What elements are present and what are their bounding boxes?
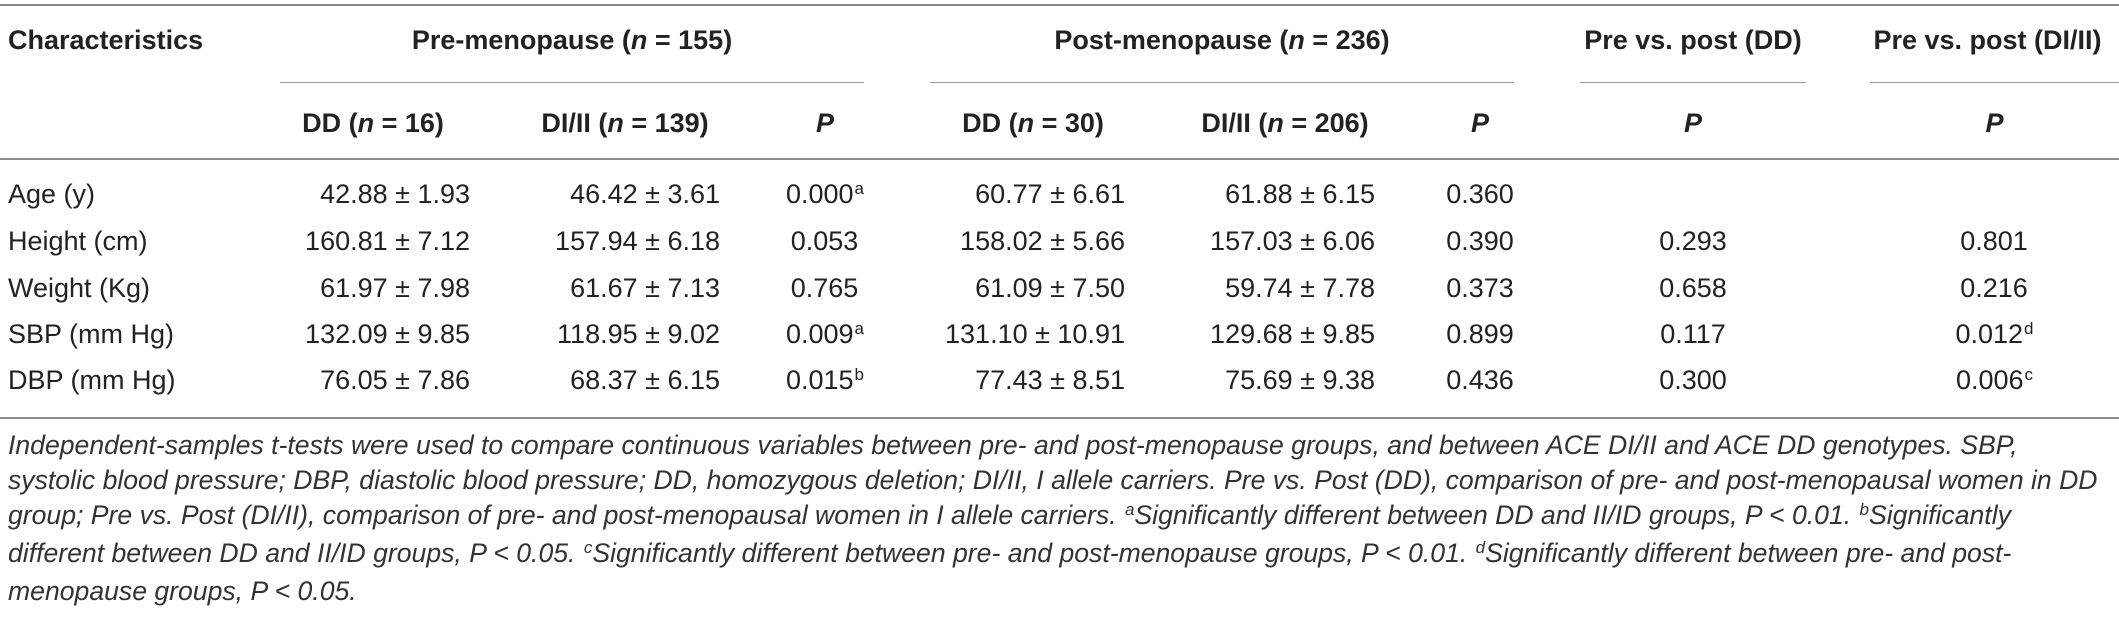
- post-group-underline: [930, 82, 1514, 83]
- header-pre-vs-post-di: Pre vs. post (DI/II): [1873, 25, 2102, 55]
- cell-p-di: [1870, 178, 2119, 214]
- cell-p-dd: 0.300: [1659, 365, 1727, 395]
- body-bottom-rule: [0, 417, 2119, 419]
- cell-pre-dd: 76.05 ± 7.86: [320, 365, 470, 395]
- subheader-pre-dd: DD (n = 16): [302, 108, 444, 138]
- cell-p-di: 0.801: [1960, 226, 2028, 256]
- significance-mark: a: [854, 319, 865, 338]
- subheader-p-pre: P: [815, 108, 834, 138]
- cell-post-dd: 61.09 ± 7.50: [975, 273, 1125, 303]
- row-label: Weight (Kg): [8, 273, 151, 303]
- cell-p-post: 0.373: [1446, 273, 1514, 303]
- cell-pre-dd: 61.97 ± 7.98: [320, 273, 470, 303]
- cell-pre-di: 157.94 ± 6.18: [555, 226, 720, 256]
- row-label: SBP (mm Hg): [8, 319, 175, 349]
- cell-p-di: 0.006c: [1955, 365, 2034, 395]
- cell-post-di: 61.88 ± 6.15: [1225, 179, 1375, 209]
- cell-p-pre: 0.053: [790, 226, 859, 256]
- cell-p-pre: 0.765: [790, 273, 859, 303]
- cell-p-dd: 0.117: [1660, 319, 1726, 349]
- header-bottom-rule: [0, 158, 2119, 160]
- header-pre-menopause: Pre-menopause (n = 155): [411, 25, 733, 55]
- cell-p-dd: 0.658: [1659, 273, 1727, 303]
- cell-post-di: 75.69 ± 9.38: [1225, 365, 1375, 395]
- cell-post-di: 59.74 ± 7.78: [1225, 273, 1375, 303]
- row-label: Age (y): [8, 179, 96, 209]
- cell-p-pre: 0.000a: [785, 179, 865, 209]
- top-rule: [0, 4, 2119, 6]
- significance-mark: b: [854, 365, 865, 384]
- cell-p-post: 0.360: [1446, 179, 1514, 209]
- cell-post-dd: 158.02 ± 5.66: [960, 226, 1125, 256]
- cell-pre-di: 118.95 ± 9.02: [557, 319, 720, 349]
- subheader-p-di: P: [1985, 108, 2004, 138]
- cell-post-di: 157.03 ± 6.06: [1210, 226, 1375, 256]
- row-label: Height (cm): [8, 226, 148, 256]
- cell-p-pre: 0.015b: [785, 365, 865, 395]
- significance-mark: a: [854, 179, 865, 198]
- subheader-p-dd: P: [1683, 108, 1702, 138]
- cell-pre-dd: 42.88 ± 1.93: [320, 179, 470, 209]
- cell-pre-di: 68.37 ± 6.15: [570, 365, 720, 395]
- subheader-post-dd: DD (n = 30): [962, 108, 1104, 138]
- cell-p-post: 0.390: [1446, 226, 1514, 256]
- cell-p-post: 0.899: [1446, 319, 1514, 349]
- cell-p-dd: 0.293: [1659, 226, 1727, 256]
- pre-group-underline: [280, 82, 864, 83]
- cell-pre-di: 61.67 ± 7.13: [570, 273, 720, 303]
- cell-post-dd: 131.10 ± 10.91: [945, 319, 1125, 349]
- cell-pre-dd: 160.81 ± 7.12: [305, 226, 470, 256]
- header-pre-vs-post-dd: Pre vs. post (DD): [1584, 25, 1802, 55]
- cell-post-di: 129.68 ± 9.85: [1210, 319, 1375, 349]
- cell-p-di: 0.216: [1960, 273, 2028, 303]
- cell-p-post: 0.436: [1446, 365, 1514, 395]
- subheader-post-di: DI/II (n = 206): [1201, 108, 1369, 138]
- table-footnote: Independent-samples t-tests were used to…: [8, 430, 2098, 606]
- cell-pre-dd: 132.09 ± 9.85: [305, 319, 470, 349]
- subheader-pre-di: DI/II (n = 139): [541, 108, 709, 138]
- cell-post-dd: 77.43 ± 8.51: [975, 365, 1125, 395]
- pre-vs-post-dd-underline: [1580, 82, 1806, 83]
- cell-p-pre: 0.009a: [785, 319, 865, 349]
- header-characteristics: Characteristics: [8, 25, 204, 55]
- cell-pre-di: 46.42 ± 3.61: [570, 179, 720, 209]
- significance-mark: c: [2024, 365, 2034, 384]
- header-post-menopause: Post-menopause (n = 236): [1054, 25, 1390, 55]
- subheader-p-post: P: [1470, 108, 1489, 138]
- cell-post-dd: 60.77 ± 6.61: [975, 179, 1125, 209]
- row-label: DBP (mm Hg): [8, 365, 176, 395]
- pre-vs-post-di-underline: [1870, 82, 2119, 83]
- significance-mark: d: [2024, 319, 2034, 338]
- cell-p-di: 0.012d: [1955, 319, 2034, 349]
